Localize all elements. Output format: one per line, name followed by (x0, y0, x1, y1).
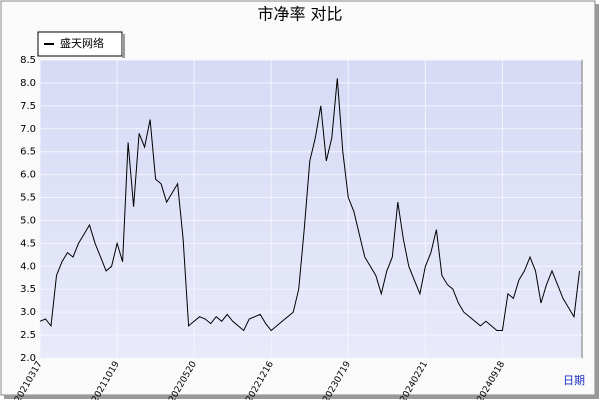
line (39, 78, 580, 332)
legend-shadow (122, 34, 125, 58)
y-tick-label: 4.5 (20, 238, 36, 249)
y-tick-label: 3.5 (20, 284, 36, 295)
y-tick-label: 5.5 (20, 193, 36, 204)
frame-shadow (595, 4, 599, 399)
chart-title: 市净率 对比 (257, 5, 342, 24)
legend-label: 盛天网络 (60, 36, 104, 50)
plot-area (39, 59, 583, 359)
frame-shadow (4, 395, 599, 399)
y-tick-label: 2.0 (20, 353, 36, 364)
y-tick-label: 6.0 (20, 170, 36, 181)
y-tick-label: 6.5 (20, 147, 36, 158)
y-tick-label: 2.5 (20, 330, 36, 341)
y-tick-label: 5.0 (20, 215, 36, 226)
y-tick-label: 7.5 (20, 101, 36, 112)
x-axis-label: 日期 (563, 374, 585, 387)
y-tick-label: 7.0 (20, 124, 36, 135)
y-tick-label: 8.0 (20, 78, 36, 89)
y-tick-label: 4.0 (20, 261, 36, 272)
y-tick-label: 8.5 (20, 55, 36, 66)
y-tick-label: 3.0 (20, 307, 36, 318)
